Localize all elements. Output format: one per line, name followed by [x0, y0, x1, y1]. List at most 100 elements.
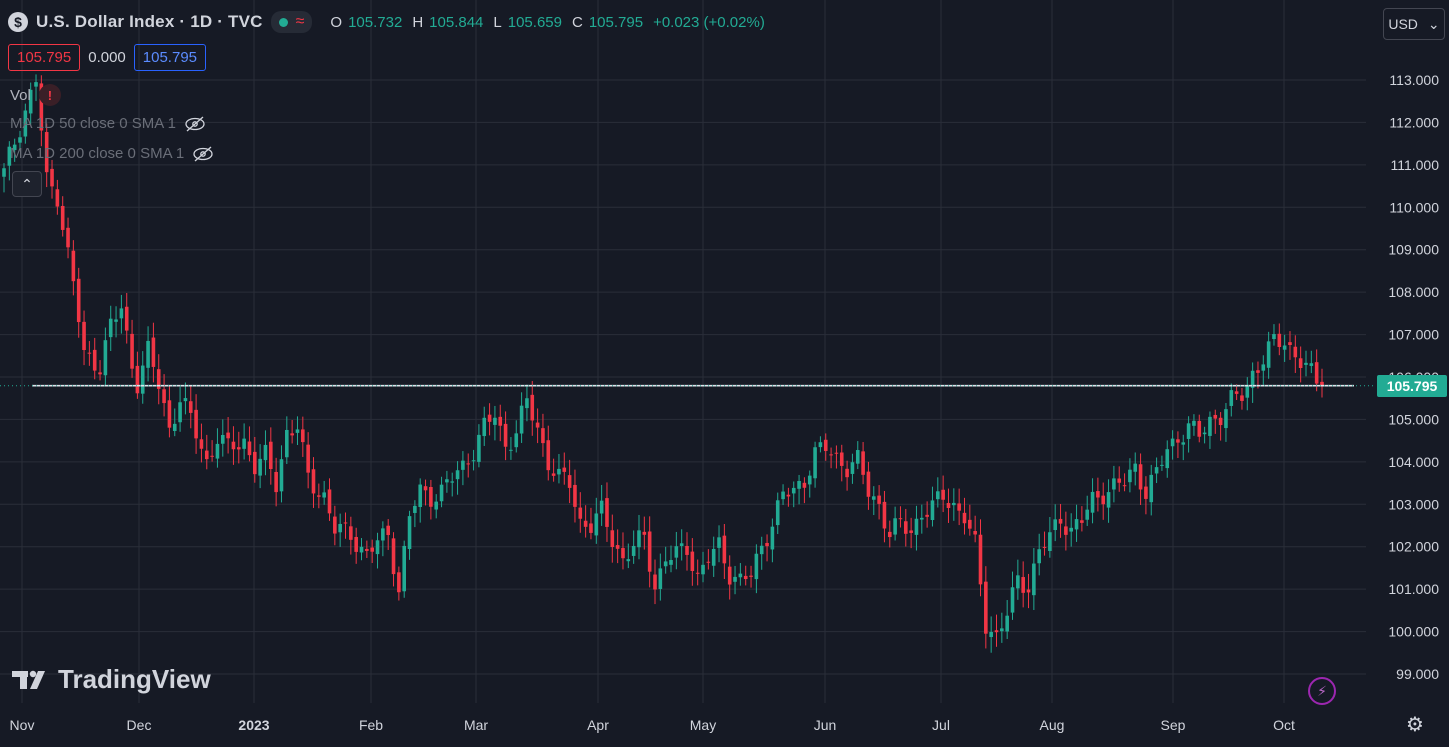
candle-up — [381, 528, 385, 541]
candle-down — [135, 365, 140, 394]
symbol-title[interactable]: U.S. Dollar Index · 1D · TVC — [36, 12, 263, 31]
candle-down — [1026, 589, 1031, 593]
trade-price-boxes: 105.795 0.000 105.795 — [8, 44, 207, 71]
candle-up — [12, 144, 17, 151]
eye-off-icon[interactable] — [184, 116, 206, 132]
x-tick-label: Oct — [1273, 717, 1295, 733]
ma50-indicator[interactable]: MA 1D 50 close 0 SMA 1 — [10, 115, 206, 132]
candle-up — [140, 365, 145, 394]
candle-down — [610, 530, 615, 547]
candle-down — [589, 523, 593, 533]
candle-down — [162, 389, 166, 404]
candle-down — [621, 548, 625, 559]
buy-price-button[interactable]: 105.795 — [133, 44, 207, 71]
candle-down — [743, 575, 748, 580]
candle-down — [1314, 362, 1319, 384]
market-status-pill[interactable]: ≈ — [270, 11, 313, 33]
candle-up — [1010, 587, 1015, 613]
candle-down — [66, 227, 70, 248]
candle-up — [119, 308, 124, 319]
candle-down — [957, 503, 961, 511]
candle-down — [39, 83, 44, 131]
wave-icon: ≈ — [295, 13, 305, 30]
eye-off-icon[interactable] — [192, 146, 214, 162]
candle-up — [322, 492, 326, 498]
candle-down — [562, 467, 567, 472]
tradingview-logo[interactable]: TradingView — [12, 664, 211, 695]
ma200-indicator[interactable]: MA 1D 200 close 0 SMA 1 — [10, 145, 214, 162]
lightning-icon[interactable]: ⚡ — [1308, 677, 1336, 705]
candle-up — [1106, 492, 1111, 508]
candle-down — [1021, 577, 1025, 593]
x-tick-label: Nov — [10, 717, 35, 733]
candle-up — [242, 438, 246, 449]
candle-up — [183, 398, 188, 402]
collapse-legend-button[interactable]: ⌃ — [12, 171, 42, 197]
candle-up — [1266, 341, 1271, 368]
candle-down — [946, 503, 951, 509]
sell-price-button[interactable]: 105.795 — [8, 44, 81, 71]
warning-icon[interactable]: ! — [38, 84, 61, 106]
price-axis[interactable]: 113.000 112.000 111.000 110.000 109.000 108.0… — [1388, 72, 1439, 682]
candle-down — [188, 401, 193, 413]
candle-down — [503, 423, 508, 447]
currency-selector[interactable]: USD ⌄ — [1383, 8, 1445, 40]
y-tick-label: 101.000 — [1388, 581, 1439, 597]
candle-up — [1261, 364, 1266, 371]
candle-up — [626, 559, 631, 562]
candle-up — [407, 516, 412, 550]
gear-icon[interactable]: ⚙ — [1406, 713, 1424, 736]
candle-down — [861, 451, 865, 475]
candle-down — [386, 525, 390, 536]
x-tick-label: Jun — [814, 717, 837, 733]
candle-down — [397, 572, 401, 593]
candle-up — [1250, 370, 1255, 388]
candle-down — [541, 428, 545, 444]
time-axis[interactable]: Nov Dec 2023 Feb Mar Apr May Jun Jul Aug Sep Oct — [10, 717, 1295, 733]
candle-up — [146, 340, 150, 368]
candle-down — [498, 416, 503, 426]
candle-up — [818, 442, 823, 448]
candle-up — [215, 443, 220, 459]
candle-up — [279, 459, 284, 492]
spread-value: 0.000 — [88, 49, 126, 66]
candle-up — [1245, 385, 1250, 398]
candles — [2, 74, 1324, 653]
dollar-icon[interactable]: $ — [8, 12, 28, 32]
candle-down — [55, 189, 60, 207]
candle-up — [493, 417, 497, 425]
currency-label: USD — [1388, 16, 1418, 32]
candle-down — [156, 369, 161, 389]
candle-down — [204, 450, 209, 460]
candle-down — [1288, 342, 1292, 346]
candle-up — [663, 561, 668, 567]
x-tick-label: Feb — [359, 717, 383, 733]
candle-up — [1309, 363, 1314, 366]
x-tick-label: May — [690, 717, 716, 733]
candle-down — [199, 439, 204, 449]
candle-down — [423, 486, 428, 491]
candle-up — [402, 545, 407, 592]
candle-down — [306, 444, 310, 473]
y-tick-label: 99.000 — [1396, 666, 1439, 682]
candle-up — [797, 480, 801, 489]
x-tick-label: Mar — [464, 717, 488, 733]
candle-down — [567, 475, 572, 488]
candle-down — [466, 463, 471, 465]
candle-up — [509, 449, 513, 451]
candle-up — [461, 460, 465, 470]
y-tick-label: 103.000 — [1388, 496, 1439, 512]
candle-up — [172, 423, 177, 431]
candle-down — [50, 168, 54, 187]
candle-up — [1037, 549, 1041, 564]
candle-up — [439, 484, 444, 502]
candle-down — [269, 441, 273, 470]
volume-indicator[interactable]: Vol ! — [10, 84, 61, 106]
candle-down — [882, 501, 887, 529]
x-tick-label: Aug — [1040, 717, 1065, 733]
logo-text: TradingView — [58, 664, 211, 694]
candle-down — [317, 495, 321, 497]
y-tick-label: 112.000 — [1389, 114, 1439, 130]
